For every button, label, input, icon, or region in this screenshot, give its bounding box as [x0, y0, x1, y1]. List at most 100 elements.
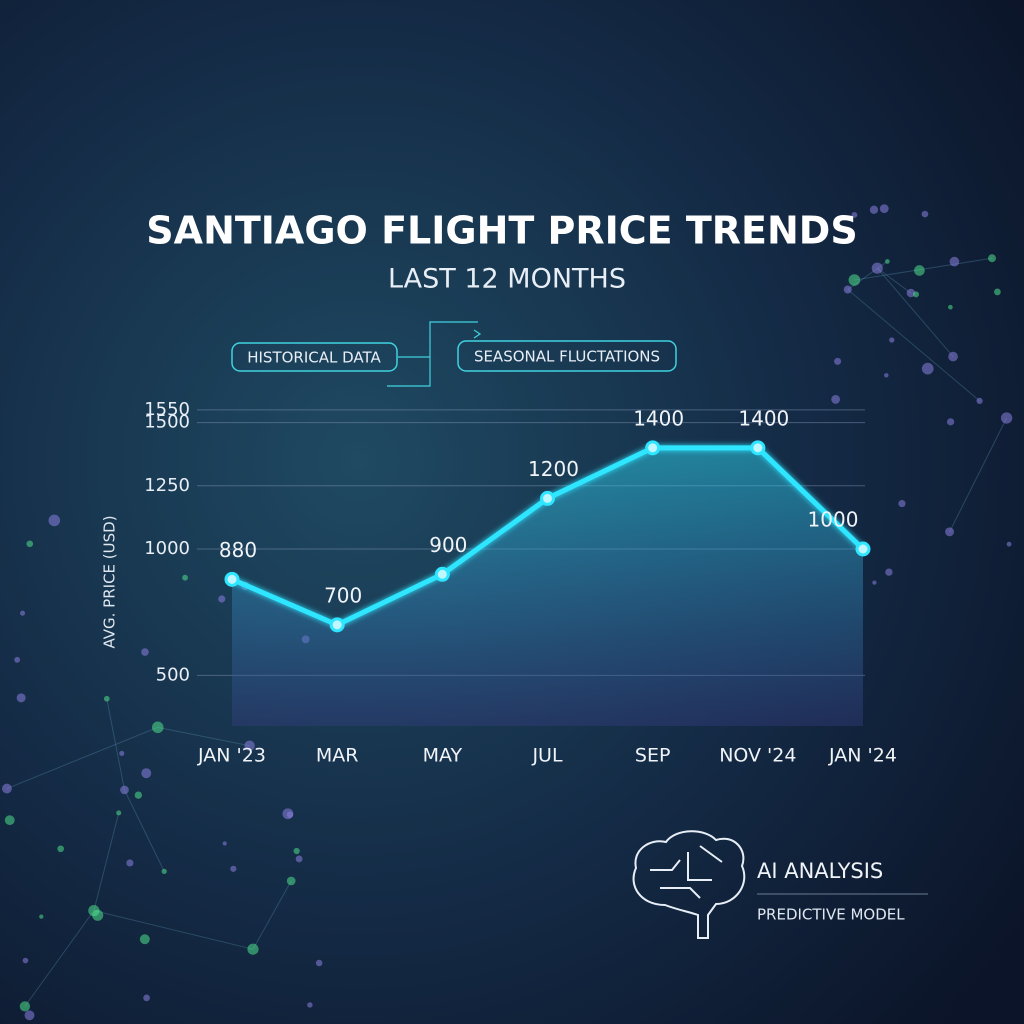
- x-tick-label: JAN '24: [828, 745, 897, 767]
- network-node: [103, 695, 110, 702]
- network-node: [843, 285, 852, 294]
- network-edge: [93, 812, 120, 911]
- x-tick-label: JUL: [531, 745, 563, 767]
- network-node: [879, 204, 889, 214]
- network-node: [848, 274, 861, 286]
- network-node: [230, 865, 237, 872]
- network-node: [295, 855, 303, 863]
- network-node: [898, 499, 906, 508]
- network-node: [976, 397, 983, 404]
- badge-subtitle: PREDICTIVE MODEL: [757, 906, 905, 924]
- network-node: [315, 959, 323, 967]
- network-node: [4, 815, 15, 826]
- network-node: [994, 288, 1001, 296]
- network-node: [218, 595, 226, 603]
- network-edge: [106, 698, 125, 791]
- annotation: SEASONAL FLUCTATIONS: [474, 348, 660, 366]
- network-node: [141, 648, 149, 656]
- network-node: [293, 847, 300, 855]
- network-node: [885, 259, 890, 264]
- point: [540, 490, 555, 506]
- network-node: [948, 304, 953, 310]
- network-edge: [252, 880, 292, 950]
- y-tick-label: 500: [156, 664, 190, 685]
- network-edge: [24, 910, 95, 1007]
- data-label: 1400: [633, 406, 684, 430]
- network-node: [139, 934, 150, 945]
- y-tick-label: 1550: [144, 399, 190, 420]
- x-tick-label: SEP: [635, 745, 671, 767]
- annotation-connector: [387, 321, 482, 387]
- y-tick-label: 1500: [144, 412, 190, 433]
- point: [224, 571, 240, 587]
- network-node: [1000, 412, 1013, 424]
- network-node: [921, 362, 934, 375]
- network-node: [282, 808, 294, 820]
- network-decoration: [2, 204, 1013, 1021]
- area: [232, 447, 863, 726]
- data-label: 700: [324, 583, 362, 607]
- network-node: [126, 859, 134, 867]
- network-node: [988, 254, 996, 263]
- network-node: [946, 418, 955, 426]
- network-node: [949, 256, 960, 267]
- network-node: [834, 357, 842, 365]
- network-node: [222, 841, 227, 846]
- network-node: [39, 914, 44, 919]
- badge-title: AI ANALYSIS: [757, 859, 883, 883]
- point: [434, 566, 450, 582]
- network-node: [116, 810, 122, 816]
- network-node: [945, 527, 955, 537]
- network-node: [307, 1002, 313, 1008]
- data-label: 880: [219, 538, 257, 562]
- network-node: [871, 262, 883, 274]
- network-edge: [93, 910, 254, 950]
- brain-icon: [632, 830, 746, 939]
- x-tick-label: MAR: [316, 745, 359, 767]
- network-node: [914, 265, 925, 276]
- annotation: HISTORICAL DATA: [247, 349, 381, 367]
- network-node: [2, 783, 12, 794]
- chart-title: SANTIAGO FLIGHT PRICE TRENDS: [146, 209, 857, 253]
- point: [329, 617, 345, 633]
- network-node: [161, 868, 167, 875]
- network-node: [14, 656, 21, 663]
- network-edge: [157, 726, 250, 747]
- network-node: [906, 288, 916, 298]
- chart-subtitle: LAST 12 MONTHS: [388, 264, 626, 295]
- network-node: [921, 210, 929, 218]
- y-axis-label: AVG. PRICE (USD): [101, 515, 119, 648]
- point: [750, 440, 766, 456]
- network-node: [57, 845, 65, 853]
- network-node: [831, 395, 841, 404]
- network-edge: [949, 417, 1008, 533]
- network-node: [851, 212, 858, 218]
- x-tick-label: JAN '23: [197, 745, 266, 767]
- network-node: [120, 785, 129, 795]
- network-edge: [124, 789, 165, 872]
- x-tick-label: NOV '24: [719, 745, 796, 767]
- annotation-box: [231, 342, 398, 372]
- network-edge: [876, 267, 954, 357]
- network-node: [19, 1001, 31, 1012]
- network-node: [143, 994, 150, 1002]
- network-node: [244, 740, 255, 751]
- network-node: [948, 351, 958, 362]
- network-node: [872, 580, 877, 585]
- network-node: [119, 750, 125, 756]
- point: [855, 541, 871, 557]
- annotation-box: [457, 340, 677, 372]
- data-label: 1200: [528, 457, 579, 481]
- network-node: [1006, 541, 1012, 547]
- network-node: [913, 291, 920, 298]
- network-node: [151, 721, 164, 734]
- network-node: [134, 791, 143, 799]
- network-node: [92, 909, 104, 921]
- y-tick-label: 1250: [144, 475, 190, 496]
- network-node: [20, 610, 26, 616]
- x-tick-label: MAY: [423, 745, 463, 767]
- data-label: 900: [429, 533, 467, 557]
- network-edge: [6, 726, 158, 790]
